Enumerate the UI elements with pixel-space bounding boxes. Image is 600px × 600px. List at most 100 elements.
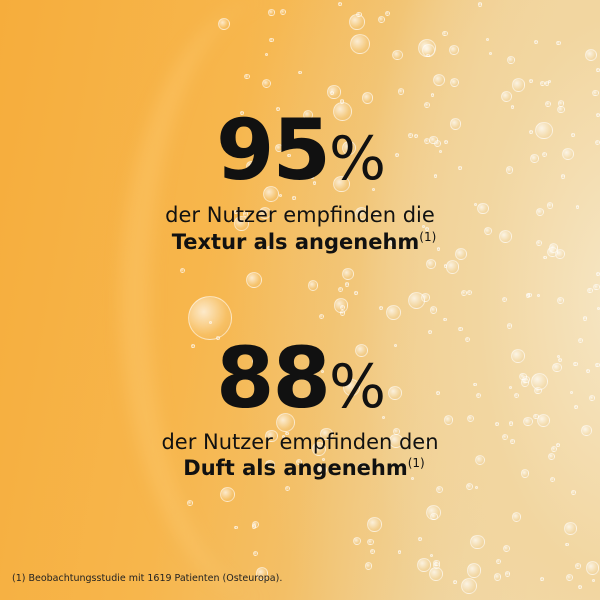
bubble bbox=[407, 292, 426, 310]
stat1-line1: der Nutzer empfinden die bbox=[165, 203, 435, 227]
bubble bbox=[251, 524, 257, 530]
bubble bbox=[352, 536, 362, 546]
bubble bbox=[344, 282, 349, 287]
bubble bbox=[552, 362, 562, 373]
bubble bbox=[264, 429, 278, 443]
bubble bbox=[263, 380, 267, 384]
bubble bbox=[276, 106, 280, 111]
stat2-line1: der Nutzer empfinden den bbox=[161, 430, 439, 454]
bubble bbox=[551, 445, 557, 452]
bubble bbox=[575, 563, 581, 570]
bubble bbox=[502, 545, 510, 552]
bubble bbox=[367, 539, 374, 546]
bubble bbox=[449, 118, 462, 130]
bubble bbox=[592, 89, 599, 97]
bubble bbox=[388, 385, 403, 400]
bubble bbox=[534, 121, 553, 140]
bubble bbox=[278, 194, 282, 198]
bubble bbox=[537, 294, 541, 298]
bubble bbox=[244, 74, 250, 80]
bubble bbox=[519, 373, 527, 381]
bubble bbox=[354, 206, 368, 221]
bubble bbox=[484, 227, 493, 236]
bubble bbox=[410, 477, 414, 481]
bubble bbox=[423, 102, 430, 109]
bubble bbox=[263, 185, 280, 202]
bubble bbox=[245, 160, 257, 172]
bubble bbox=[453, 579, 458, 584]
bubble bbox=[382, 415, 386, 419]
bubble bbox=[295, 458, 303, 466]
bubble bbox=[539, 577, 544, 581]
bubble bbox=[556, 443, 561, 447]
bubble bbox=[585, 369, 590, 374]
bubble bbox=[435, 391, 440, 395]
bubble bbox=[546, 202, 554, 210]
bubble bbox=[443, 264, 447, 268]
bubble bbox=[322, 458, 326, 462]
bubble bbox=[233, 209, 238, 214]
bubble bbox=[436, 486, 444, 494]
bubble bbox=[180, 268, 186, 274]
bubble bbox=[339, 304, 345, 310]
bubble bbox=[240, 111, 245, 116]
bubble bbox=[502, 296, 508, 302]
bubble bbox=[577, 584, 582, 589]
bubble bbox=[414, 134, 418, 138]
bubble bbox=[397, 550, 401, 554]
bubble bbox=[535, 239, 543, 246]
bubble bbox=[565, 542, 569, 546]
bubble bbox=[449, 45, 459, 55]
bubble bbox=[418, 537, 422, 542]
bubble bbox=[341, 268, 354, 280]
bubble bbox=[285, 485, 291, 491]
bubble bbox=[530, 373, 549, 391]
bubble bbox=[510, 439, 515, 444]
bubble bbox=[361, 91, 374, 104]
bubble bbox=[555, 249, 566, 259]
bubble bbox=[560, 173, 566, 179]
bubble bbox=[486, 37, 490, 41]
bubble bbox=[473, 202, 477, 207]
bubble bbox=[421, 225, 426, 229]
bubble bbox=[512, 78, 526, 92]
bubble bbox=[429, 512, 438, 521]
bubble bbox=[265, 52, 269, 56]
bubble bbox=[230, 398, 234, 402]
bubble bbox=[436, 247, 441, 251]
bubble bbox=[529, 78, 534, 83]
bubble bbox=[573, 361, 579, 367]
bubble bbox=[358, 463, 366, 471]
bubble bbox=[473, 382, 478, 387]
bubble bbox=[596, 112, 600, 117]
bubble bbox=[329, 91, 334, 96]
bubble bbox=[544, 101, 551, 107]
bubble bbox=[443, 317, 447, 322]
bubble bbox=[245, 271, 262, 288]
bubble bbox=[501, 90, 513, 103]
bubble bbox=[262, 79, 272, 89]
bubble bbox=[385, 10, 391, 16]
bubble bbox=[316, 464, 327, 476]
bubble bbox=[557, 297, 564, 304]
bubble bbox=[311, 392, 315, 396]
bubble bbox=[356, 11, 362, 18]
bubble bbox=[536, 207, 545, 216]
bubble bbox=[395, 152, 400, 157]
bubble bbox=[366, 516, 382, 532]
bubble bbox=[190, 344, 195, 349]
bubble bbox=[530, 154, 540, 163]
bubble bbox=[498, 229, 512, 243]
bubble bbox=[234, 525, 238, 529]
bubble bbox=[433, 174, 437, 178]
bubble bbox=[489, 51, 493, 55]
bubble bbox=[424, 226, 429, 231]
bubble bbox=[371, 187, 375, 191]
bubble bbox=[388, 239, 396, 247]
bubble bbox=[443, 414, 454, 425]
bubble bbox=[557, 358, 562, 363]
bubble bbox=[426, 441, 430, 445]
bubble bbox=[510, 105, 515, 110]
bubble bbox=[375, 213, 379, 217]
bubble bbox=[574, 405, 579, 410]
